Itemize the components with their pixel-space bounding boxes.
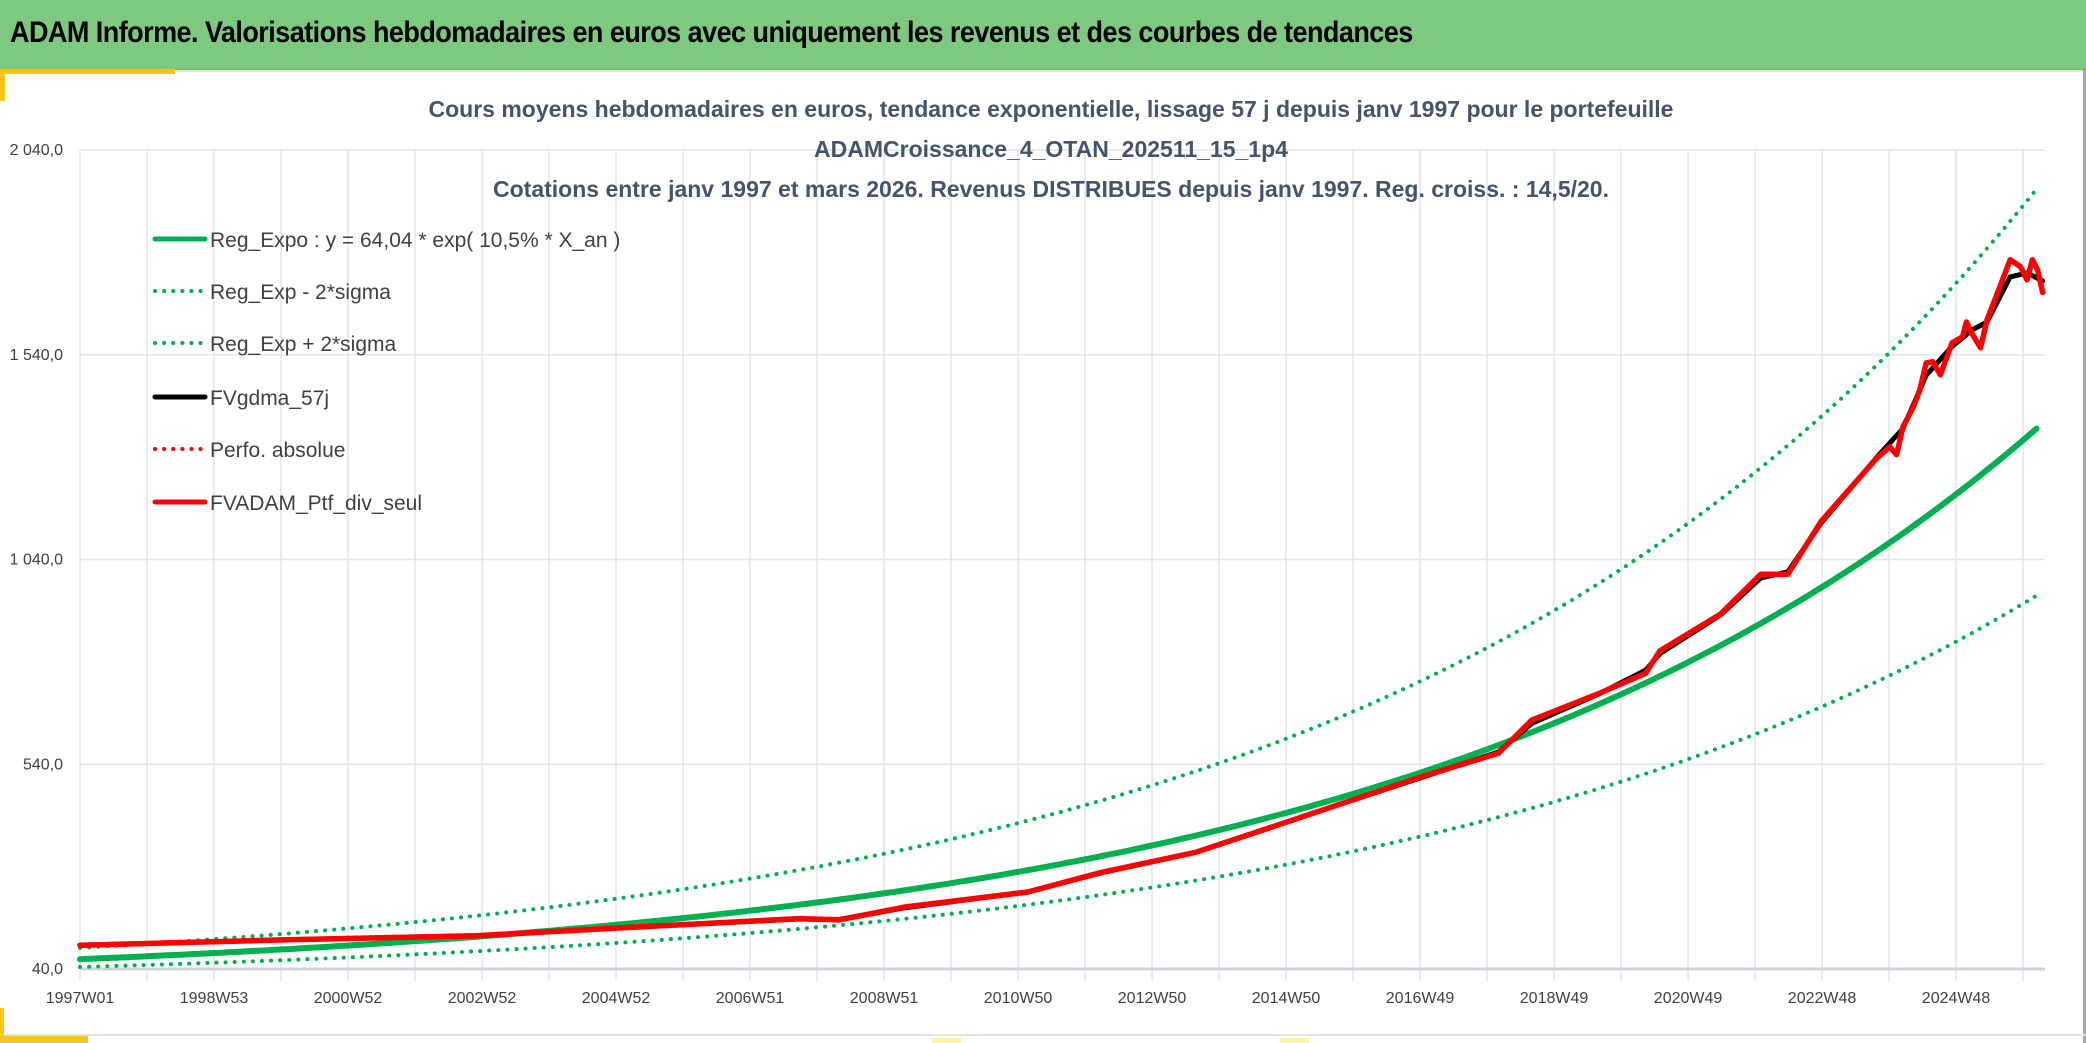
y-tick-label: 40,0	[32, 961, 63, 978]
legend-label: Reg_Exp - 2*sigma	[210, 281, 391, 304]
frame-border	[2083, 70, 2086, 1043]
series-line-reg-exp	[78, 593, 2039, 969]
x-axis: 1997W01 1998W53 2000W52 2002W52 2004W52 2006W…	[46, 990, 1991, 1007]
x-tick-label: 2018W49	[1520, 990, 1589, 1007]
x-tick-label: 1998W53	[180, 990, 249, 1007]
series-line-reg-expo	[77, 425, 2040, 963]
x-tick-label: 2012W50	[1118, 990, 1187, 1007]
y-tick-label: 1 040,0	[10, 552, 63, 569]
legend-label: Reg_Exp + 2*sigma	[210, 333, 397, 356]
y-tick-label: 2 040,0	[10, 142, 63, 159]
chart-title-line-2: ADAMCroissance_4_OTAN_202511_15_1p4	[814, 136, 1288, 162]
legend-label: FVADAM_Ptf_div_seul	[210, 492, 422, 515]
legend-label: FVgdma_57j	[210, 387, 329, 410]
y-axis: 40,0 540,0 1 040,0 1 540,0 2 040,0	[10, 142, 63, 978]
x-tick-label: 2004W52	[582, 990, 651, 1007]
x-tick-label: 2006W51	[716, 990, 785, 1007]
series	[77, 187, 2046, 969]
accent-bar	[0, 69, 175, 74]
chart-title-line-3: Cotations entre janv 1997 et mars 2026. …	[493, 176, 1609, 202]
x-tick-label: 2024W48	[1922, 990, 1991, 1007]
x-tick-label: 2014W50	[1252, 990, 1321, 1007]
divider	[0, 1034, 2086, 1036]
series-line-reg-exp	[78, 187, 2039, 950]
grid	[79, 149, 2045, 981]
accent-spot	[1280, 1038, 1309, 1043]
legend: Reg_Expo : y = 64,04 * exp( 10,5% * X_an…	[152, 229, 620, 515]
y-tick-label: 1 540,0	[10, 347, 63, 364]
x-tick-label: 2010W50	[984, 990, 1053, 1007]
divider	[175, 70, 2083, 72]
x-tick-label: 2020W49	[1654, 990, 1723, 1007]
series-line-fvadam-ptf-div-seul	[77, 256, 2046, 948]
accent-bar	[0, 1036, 88, 1043]
accent-bar	[0, 69, 5, 101]
y-tick-label: 540,0	[23, 756, 63, 773]
x-tick-label: 2008W51	[850, 990, 919, 1007]
x-tick-label: 2016W49	[1386, 990, 1455, 1007]
accent-spot	[932, 1038, 961, 1043]
legend-label: Perfo. absolue	[210, 439, 345, 462]
x-tick-label: 2000W52	[314, 990, 383, 1007]
report-header: ADAM Informe. Valorisations hebdomadaire…	[0, 0, 2086, 70]
x-tick-label: 2022W48	[1788, 990, 1857, 1007]
series-line-fvgdma-57j	[77, 270, 2046, 948]
x-tick-label: 1997W01	[46, 990, 115, 1007]
chart-title-line-1: Cours moyens hebdomadaires en euros, ten…	[429, 96, 1674, 122]
x-tick-label: 2002W52	[448, 990, 517, 1007]
legend-label: Reg_Expo : y = 64,04 * exp( 10,5% * X_an…	[210, 229, 620, 252]
accent-bar	[0, 1008, 4, 1043]
report-title: ADAM Informe. Valorisations hebdomadaire…	[10, 16, 1413, 49]
